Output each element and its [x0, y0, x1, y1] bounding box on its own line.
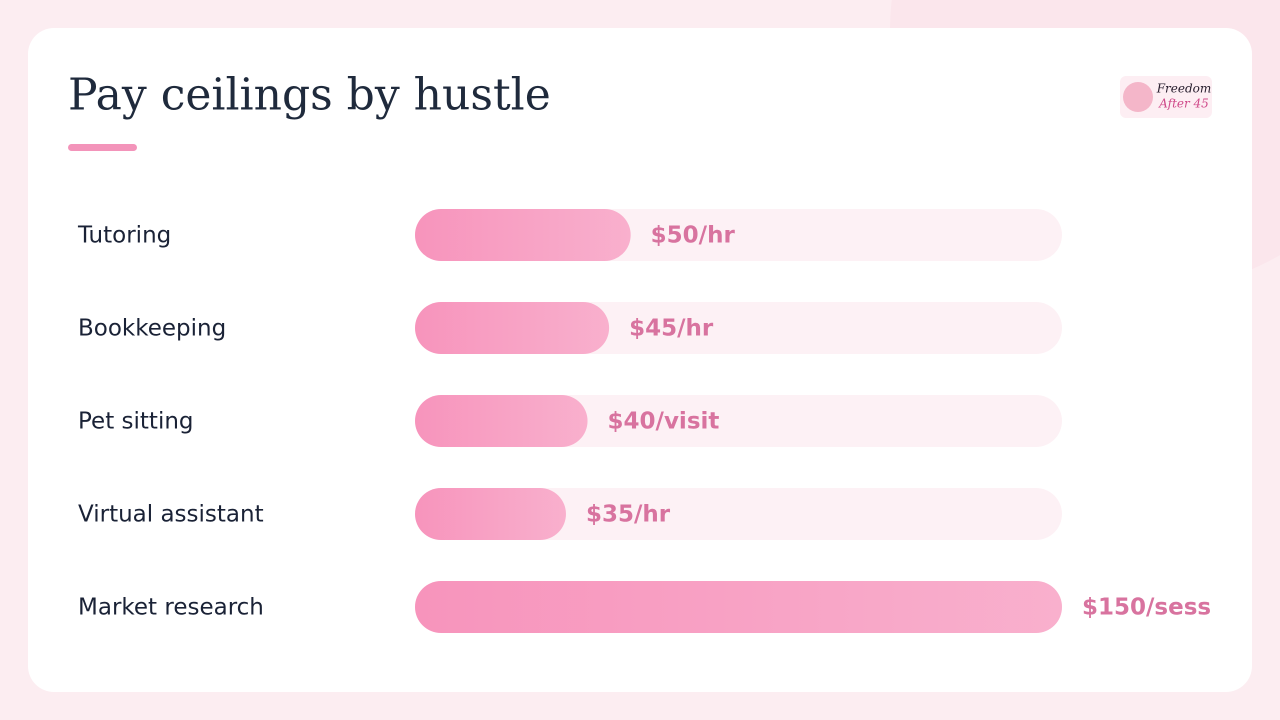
value-label: $50/hr	[651, 223, 736, 249]
bar	[415, 209, 631, 261]
bar-track	[415, 488, 1062, 540]
value-label: $40/visit	[608, 409, 720, 435]
category-label: Pet sitting	[78, 409, 194, 435]
bar	[415, 581, 1062, 633]
bar	[415, 395, 588, 447]
bar	[415, 488, 566, 540]
value-label: $35/hr	[586, 502, 671, 528]
chart-title: Pay ceilings by hustle	[68, 70, 551, 121]
logo-portrait	[1123, 82, 1153, 112]
logo: Freedom After 45	[1120, 76, 1212, 118]
category-label: Tutoring	[77, 223, 171, 249]
logo-text: Freedom	[1156, 82, 1212, 96]
title-underline	[68, 144, 137, 151]
category-label: Virtual assistant	[78, 502, 264, 528]
bar	[415, 302, 610, 354]
value-label: $150/sess	[1082, 595, 1211, 621]
value-label: $45/hr	[629, 316, 714, 342]
category-label: Bookkeeping	[78, 316, 226, 342]
logo-text: After 45	[1158, 97, 1209, 111]
category-label: Market research	[78, 595, 264, 621]
